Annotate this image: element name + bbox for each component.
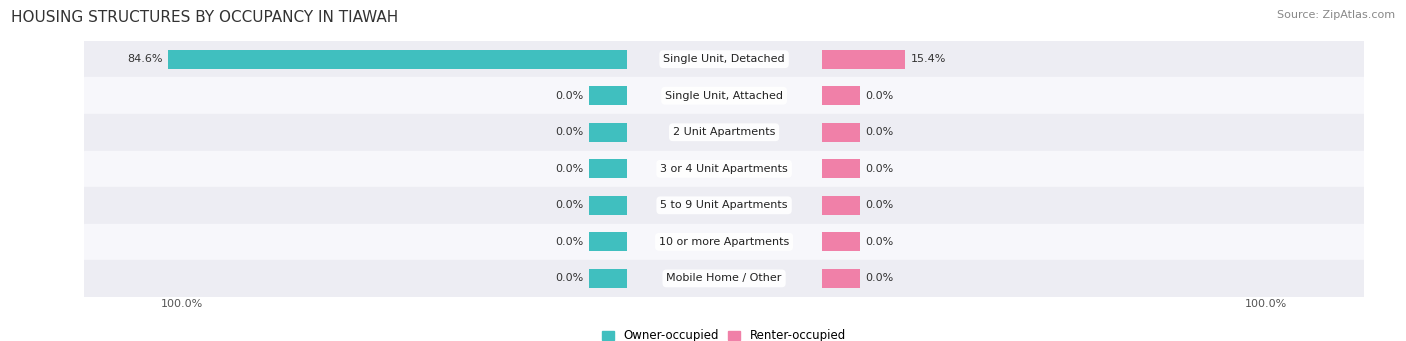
Bar xyxy=(821,159,859,178)
Bar xyxy=(84,41,1364,77)
Legend: Owner-occupied, Renter-occupied: Owner-occupied, Renter-occupied xyxy=(598,325,851,341)
Text: 0.0%: 0.0% xyxy=(555,127,583,137)
Bar xyxy=(821,269,859,288)
Text: 0.0%: 0.0% xyxy=(865,91,893,101)
Bar xyxy=(84,187,1364,224)
Text: Single Unit, Attached: Single Unit, Attached xyxy=(665,91,783,101)
Text: 10 or more Apartments: 10 or more Apartments xyxy=(659,237,789,247)
Text: 0.0%: 0.0% xyxy=(555,91,583,101)
Text: 0.0%: 0.0% xyxy=(555,200,583,210)
Bar xyxy=(821,232,859,251)
Bar xyxy=(84,114,1364,150)
Bar xyxy=(589,196,627,215)
Text: 0.0%: 0.0% xyxy=(865,237,893,247)
Text: 0.0%: 0.0% xyxy=(865,273,893,283)
Bar xyxy=(84,77,1364,114)
Bar xyxy=(821,196,859,215)
Bar xyxy=(589,123,627,142)
Text: 0.0%: 0.0% xyxy=(555,273,583,283)
Text: 3 or 4 Unit Apartments: 3 or 4 Unit Apartments xyxy=(661,164,787,174)
Text: 2 Unit Apartments: 2 Unit Apartments xyxy=(673,127,775,137)
Bar xyxy=(821,123,859,142)
Text: 0.0%: 0.0% xyxy=(865,127,893,137)
Bar xyxy=(589,232,627,251)
Text: 0.0%: 0.0% xyxy=(555,164,583,174)
Bar xyxy=(821,50,905,69)
Text: 84.6%: 84.6% xyxy=(127,54,163,64)
Bar xyxy=(589,86,627,105)
Bar xyxy=(167,50,627,69)
Text: 0.0%: 0.0% xyxy=(865,200,893,210)
Text: Single Unit, Detached: Single Unit, Detached xyxy=(664,54,785,64)
Bar xyxy=(821,86,859,105)
Text: 0.0%: 0.0% xyxy=(865,164,893,174)
Bar xyxy=(84,260,1364,297)
Bar xyxy=(589,269,627,288)
Bar xyxy=(84,224,1364,260)
Text: Source: ZipAtlas.com: Source: ZipAtlas.com xyxy=(1277,10,1395,20)
Text: 0.0%: 0.0% xyxy=(555,237,583,247)
Text: 5 to 9 Unit Apartments: 5 to 9 Unit Apartments xyxy=(661,200,787,210)
Bar xyxy=(84,150,1364,187)
Bar xyxy=(589,159,627,178)
Text: Mobile Home / Other: Mobile Home / Other xyxy=(666,273,782,283)
Text: HOUSING STRUCTURES BY OCCUPANCY IN TIAWAH: HOUSING STRUCTURES BY OCCUPANCY IN TIAWA… xyxy=(11,10,398,25)
Text: 15.4%: 15.4% xyxy=(911,54,946,64)
